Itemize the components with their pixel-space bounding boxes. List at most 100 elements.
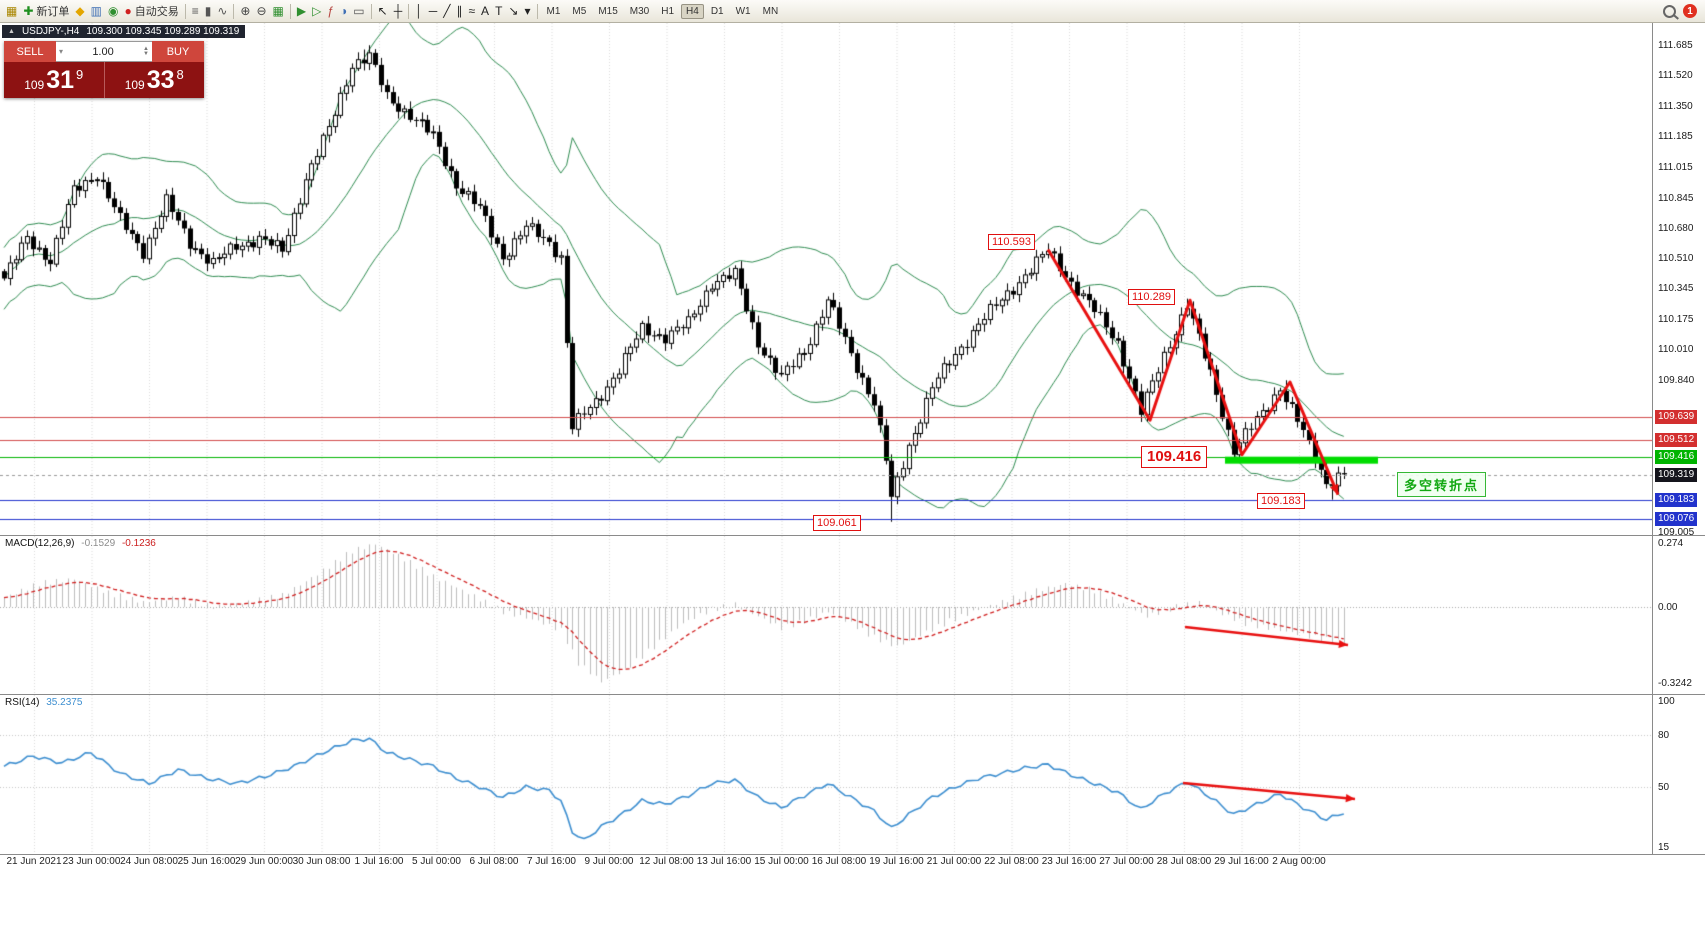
macd-scale-tick: 0.274 [1658, 537, 1684, 549]
collapse-arrow-icon[interactable]: ▲ [8, 28, 15, 35]
timeframe-h1[interactable]: H1 [661, 5, 675, 17]
volume-input[interactable]: 1.00 [92, 45, 114, 58]
sell-price[interactable]: 109 31 9 [4, 62, 105, 98]
navigator-icon[interactable]: ◉ [105, 1, 121, 21]
toolbar-separator [184, 3, 186, 19]
fibonacci-icon[interactable]: ≈ [465, 1, 478, 21]
indicators-icon[interactable]: ƒ [324, 1, 337, 21]
charts-grid-icon[interactable]: ▦ [3, 1, 20, 21]
arrows-tool-icon: ↘ [508, 4, 519, 18]
cursor-icon[interactable]: ↖ [375, 1, 391, 21]
bar-chart-type-icon[interactable]: ≡ [189, 1, 202, 21]
timeframe-m5[interactable]: M5 [572, 5, 587, 17]
templates-icon[interactable]: ▭ [350, 1, 367, 21]
chart-annotation[interactable]: 多空转折点 [1397, 471, 1487, 497]
navigator-icon: ◉ [107, 4, 119, 18]
macd-signal-value: -0.1236 [121, 538, 156, 549]
time-label: 21 Jul 00:00 [926, 856, 982, 867]
time-label: 7 Jul 16:00 [527, 856, 576, 867]
price-tick: 111.015 [1658, 161, 1693, 173]
timeframe-m30[interactable]: M30 [629, 5, 650, 17]
price-tick: 109.840 [1658, 375, 1695, 387]
timeframe-w1[interactable]: W1 [735, 5, 751, 17]
rsi-label-row: RSI(14) 35.2375 [5, 697, 86, 708]
toolbar-right-group: 1 [1663, 4, 1702, 18]
auto-scroll-icon[interactable]: ▶ [294, 1, 309, 21]
trendline-icon[interactable]: ╱ [440, 1, 453, 21]
buy-button[interactable]: BUY [152, 41, 204, 62]
data-window-icon[interactable]: ▥ [88, 1, 105, 21]
autotrading-button[interactable]: ● 自动交易 [121, 1, 181, 21]
timeframe-m15[interactable]: M15 [598, 5, 618, 17]
main-chart-canvas[interactable] [0, 23, 1652, 535]
buy-price-figure: 109 [124, 77, 145, 92]
macd-panel-canvas[interactable] [0, 536, 1652, 694]
bar-chart-type-icon: ≡ [191, 4, 199, 18]
timeframe-mn[interactable]: MN [762, 5, 779, 17]
rsi-panel-canvas[interactable] [0, 695, 1652, 854]
sell-button[interactable]: SELL [4, 41, 56, 62]
text-icon[interactable]: A [478, 1, 492, 21]
price-line-badge: 109.512 [1655, 432, 1698, 447]
tile-windows-icon[interactable]: ▦ [270, 1, 287, 21]
tile-windows-icon: ▦ [272, 4, 284, 18]
horizontal-line-icon[interactable]: ─ [426, 1, 441, 21]
templates-icon: ▭ [353, 4, 365, 18]
line-chart-type-icon[interactable]: ∿ [214, 1, 230, 21]
marketwatch-icon: ◆ [75, 4, 85, 18]
notification-badge[interactable]: 1 [1683, 4, 1697, 18]
buy-price[interactable]: 109 33 8 [105, 62, 205, 98]
auto-scroll-icon: ▶ [296, 4, 307, 18]
text-label-icon: T [495, 4, 503, 18]
timeframe-d1[interactable]: D1 [710, 5, 724, 17]
crosshair-icon[interactable]: ┼ [391, 1, 406, 21]
time-label: 27 Jul 00:00 [1099, 856, 1154, 867]
timeframe-m1[interactable]: M1 [546, 5, 561, 17]
chart-annotation[interactable]: 110.289 [1128, 288, 1175, 305]
macd-label-row: MACD(12,26,9) -0.1529 -0.1236 [5, 538, 160, 549]
panel-separator [0, 535, 1705, 536]
channel-icon: ∥ [456, 4, 463, 18]
chart-annotation[interactable]: 110.593 [988, 234, 1035, 251]
arrows-tool-icon[interactable]: ↘ [505, 1, 521, 21]
buy-price-pips: 33 [146, 65, 175, 94]
timeframe-h4[interactable]: H4 [681, 3, 704, 19]
chart-annotation[interactable]: 109.183 [1257, 493, 1305, 510]
price-axis: 111.685 111.520 111.350 111.185 111.015 110.8… [1655, 0, 1705, 945]
dropdown-arrow-icon[interactable]: ▾ [521, 1, 533, 21]
candlestick-type-icon[interactable]: ▮ [202, 1, 215, 21]
channel-icon[interactable]: ∥ [453, 1, 465, 21]
text-label-icon[interactable]: T [492, 1, 505, 21]
chart-annotation[interactable]: 109.416 [1141, 446, 1208, 469]
volume-control[interactable]: ▾ 1.00 ▲ ▼ [56, 41, 152, 62]
volume-dropdown-icon[interactable]: ▾ [59, 47, 64, 56]
search-icon[interactable] [1663, 4, 1676, 18]
volume-stepper[interactable]: ▲ ▼ [143, 45, 149, 57]
periods-icon[interactable]: ◑ [337, 1, 350, 21]
buy-price-point: 8 [176, 67, 184, 82]
toolbar-separator [370, 3, 372, 19]
indicators-icon: ƒ [327, 4, 335, 18]
vertical-line-icon[interactable]: │ [412, 1, 426, 21]
chart-shift-icon[interactable]: ▷ [309, 1, 324, 21]
price-tick: 111.350 [1658, 100, 1693, 112]
marketwatch-icon[interactable]: ◆ [72, 1, 87, 21]
price-tick: 110.845 [1658, 192, 1694, 204]
toolbar-separator [233, 3, 235, 19]
trade-panel-header: SELL ▾ 1.00 ▲ ▼ BUY [4, 41, 204, 62]
price-tick: 110.345 [1658, 283, 1694, 295]
time-label: 5 Jul 00:00 [412, 856, 461, 867]
price-tick: 111.185 [1658, 130, 1693, 142]
rsi-scale-tick: 100 [1658, 696, 1675, 707]
time-label: 23 Jul 16:00 [1041, 856, 1097, 867]
autotrading-button: ● [124, 4, 132, 18]
price-tick: 110.010 [1658, 344, 1694, 356]
time-label: 24 Jun 08:00 [120, 856, 178, 867]
new-order-button-label: 新订单 [36, 6, 70, 18]
macd-scale-tick: -0.3242 [1658, 677, 1692, 689]
new-order-button[interactable]: ✚ 新订单 [20, 1, 72, 21]
zoom-out-icon[interactable]: ⊖ [253, 1, 269, 21]
zoom-in-icon[interactable]: ⊕ [237, 1, 253, 21]
chart-annotation[interactable]: 109.061 [813, 514, 861, 531]
zoom-in-icon: ⊕ [240, 4, 251, 18]
